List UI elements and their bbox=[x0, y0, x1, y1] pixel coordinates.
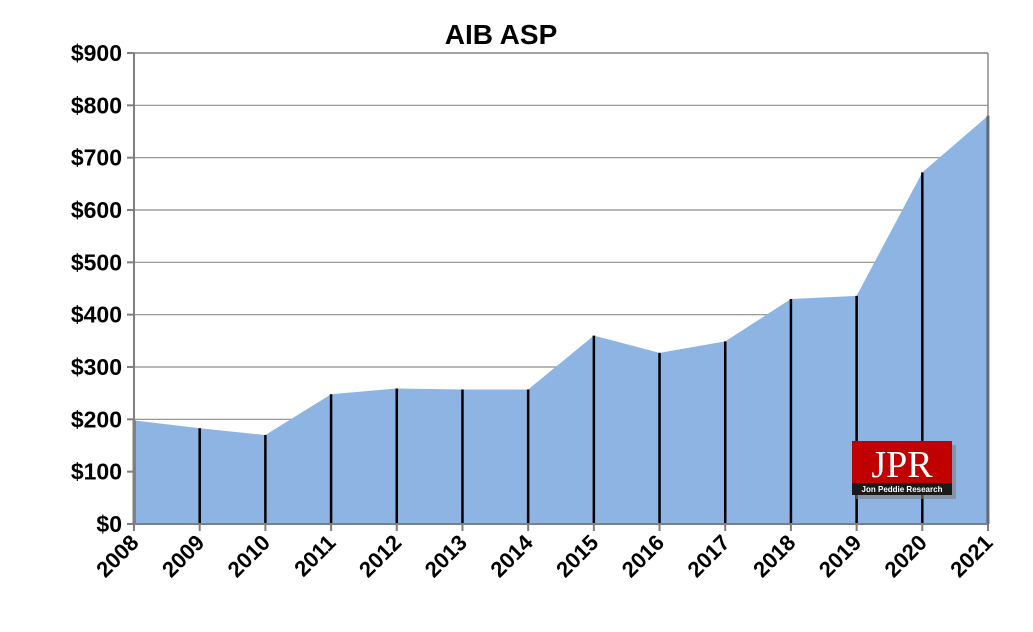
y-tick-label: $700 bbox=[71, 145, 122, 171]
y-tick-label: $200 bbox=[71, 406, 122, 432]
chart-title: AIB ASP bbox=[445, 19, 558, 50]
x-tick-label-2021: 2021 bbox=[945, 530, 997, 582]
x-tick-label-2020: 2020 bbox=[880, 530, 932, 582]
y-tick-label: $800 bbox=[71, 92, 122, 118]
x-tick-label-2014: 2014 bbox=[485, 529, 538, 582]
area-series bbox=[134, 115, 988, 525]
x-axis-tick-labels: 2008 2009 2010 2011 2012 2013 2014 2015 2016 2017… bbox=[91, 529, 997, 582]
y-tick-label: $0 bbox=[96, 511, 122, 537]
x-tick-label-2019: 2019 bbox=[814, 530, 866, 582]
x-tick-label-2012: 2012 bbox=[354, 530, 406, 582]
x-tick-label-2016: 2016 bbox=[617, 530, 669, 582]
y-tick-label: $600 bbox=[71, 197, 122, 223]
y-axis-tick-labels: $0 $100 $200 $300 $400 $500 $600 $700 $800 $900 bbox=[71, 40, 122, 537]
x-tick-label-2011: 2011 bbox=[289, 530, 340, 581]
y-tick-label: $900 bbox=[71, 40, 122, 66]
jpr-logo-subtext: Jon Peddie Research bbox=[862, 485, 943, 494]
x-tick-label-2009: 2009 bbox=[157, 530, 209, 582]
y-tick-label: $100 bbox=[71, 459, 122, 485]
area-fill bbox=[134, 115, 988, 525]
jpr-logo: JPR Jon Peddie Research bbox=[852, 441, 956, 499]
x-tick-label-2018: 2018 bbox=[748, 530, 800, 582]
x-tick-label-2008: 2008 bbox=[91, 530, 143, 582]
jpr-logo-text: JPR bbox=[871, 444, 933, 486]
axes bbox=[127, 52, 989, 531]
x-tick-label-2015: 2015 bbox=[551, 530, 603, 582]
y-tick-label: $500 bbox=[71, 249, 122, 275]
x-tick-label-2010: 2010 bbox=[223, 530, 275, 582]
x-tick-label-2017: 2017 bbox=[682, 530, 734, 582]
y-tick-label: $300 bbox=[71, 354, 122, 380]
y-tick-label: $400 bbox=[71, 302, 122, 328]
x-tick-label-2013: 2013 bbox=[420, 530, 472, 582]
